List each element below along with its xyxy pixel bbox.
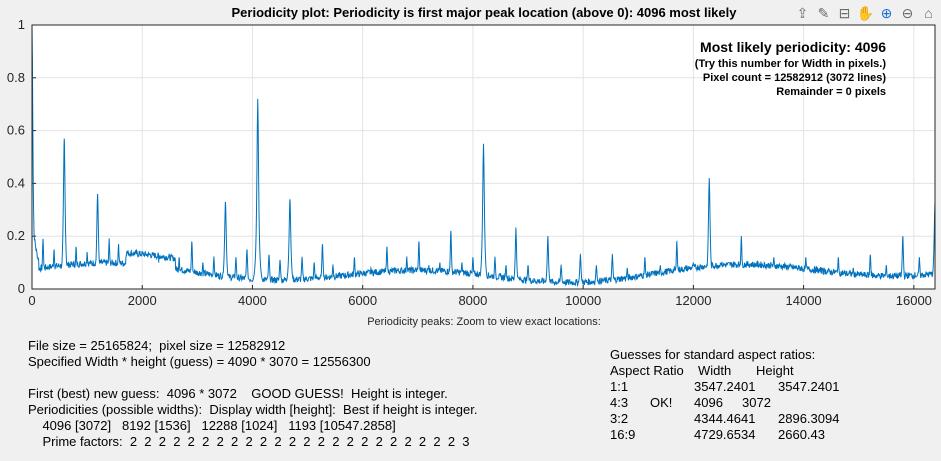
best-guess-text: First (best) new guess: 4096 * 3072 GOOD… <box>28 386 448 401</box>
plot-border <box>31 24 936 290</box>
y-tick-label: 1 <box>18 17 25 32</box>
x-tick-label: 0 <box>28 293 35 308</box>
periodicities-list: 4096 [3072] 8192 [1536] 12288 [1024] 119… <box>28 418 396 433</box>
aspect-header-height: Height <box>756 363 794 378</box>
annotation-box: Most likely periodicity: 4096 (Try this n… <box>695 39 887 98</box>
x-tick-label: 16000 <box>896 293 932 308</box>
x-tick-label: 10000 <box>565 293 601 308</box>
zoom-in-icon[interactable]: ⊕ <box>880 4 893 21</box>
x-tick-label: 14000 <box>786 293 822 308</box>
aspect-ratio: 4:3 <box>610 395 629 410</box>
aspect-ratio: 1:1 <box>610 379 629 394</box>
aspect-note: OK! <box>650 395 673 410</box>
x-tick-label: 12000 <box>675 293 711 308</box>
y-tick-label: 0.6 <box>7 123 25 138</box>
annotation-line: (Try this number for Width in pixels.) <box>695 58 887 70</box>
data-tips-icon[interactable]: ⊟ <box>838 4 851 21</box>
aspect-table-title: Guesses for standard aspect ratios: <box>610 347 816 362</box>
pan-icon[interactable]: ✋ <box>856 4 875 21</box>
aspect-height: 3072 <box>742 395 771 410</box>
x-tick-label: 8000 <box>458 293 487 308</box>
specified-size-text: Specified Width * height (guess) = 4090 … <box>28 354 371 369</box>
export-icon[interactable]: ⇪ <box>796 4 809 21</box>
y-tick-label: 0.4 <box>7 175 25 190</box>
aspect-height: 2896.3094 <box>778 411 840 426</box>
home-icon[interactable]: ⌂ <box>924 4 933 21</box>
aspect-height: 3547.2401 <box>778 379 840 394</box>
y-tick-label: 0.2 <box>7 228 25 243</box>
aspect-width: 4344.4641 <box>694 411 756 426</box>
brush-icon[interactable]: ✎ <box>817 4 830 21</box>
prime-factors-text: Prime factors: 2 2 2 2 2 2 2 2 2 2 2 2 2… <box>28 434 470 449</box>
annotation-line: Pixel count = 12582912 (3072 lines) <box>703 72 886 84</box>
file-size-text: File size = 25165824; pixel size = 12582… <box>28 338 286 353</box>
periodicities-header: Periodicities (possible widths): Display… <box>28 402 478 417</box>
aspect-header-width: Width <box>698 363 732 378</box>
chart-title: Periodicity plot: Periodicity is first m… <box>232 5 738 20</box>
aspect-width: 3547.2401 <box>694 379 756 394</box>
plot-toolbar: ⇪ ✎ ⊟ ✋ ⊕ ⊖ ⌂ <box>793 3 938 22</box>
aspect-width: 4729.6534 <box>694 427 756 442</box>
aspect-ratio: 16:9 <box>610 427 636 442</box>
periodicity-series-line <box>31 24 936 288</box>
x-tick-label: 6000 <box>348 293 377 308</box>
annotation-line: Most likely periodicity: 4096 <box>700 39 886 55</box>
aspect-width: 4096 <box>694 395 723 410</box>
y-tick-label: 0 <box>18 281 25 296</box>
periodicity-chart: Periodicity plot: Periodicity is first m… <box>7 5 936 328</box>
aspect-height: 2660.43 <box>778 427 825 442</box>
annotation-line: Remainder = 0 pixels <box>776 86 886 98</box>
x-tick-label: 4000 <box>238 293 267 308</box>
zoom-out-icon[interactable]: ⊖ <box>901 4 914 21</box>
aspect-header-ratio: Aspect Ratio <box>610 363 684 378</box>
aspect-ratio: 3:2 <box>610 411 629 426</box>
y-tick-label: 0.8 <box>7 70 25 85</box>
x-axis-label: Periodicity peaks: Zoom to view exact lo… <box>367 316 601 328</box>
axis-ticks: 0 2000 4000 6000 8000 10000 12000 14000 16000 0 0.… <box>7 17 932 308</box>
x-tick-label: 2000 <box>128 293 157 308</box>
